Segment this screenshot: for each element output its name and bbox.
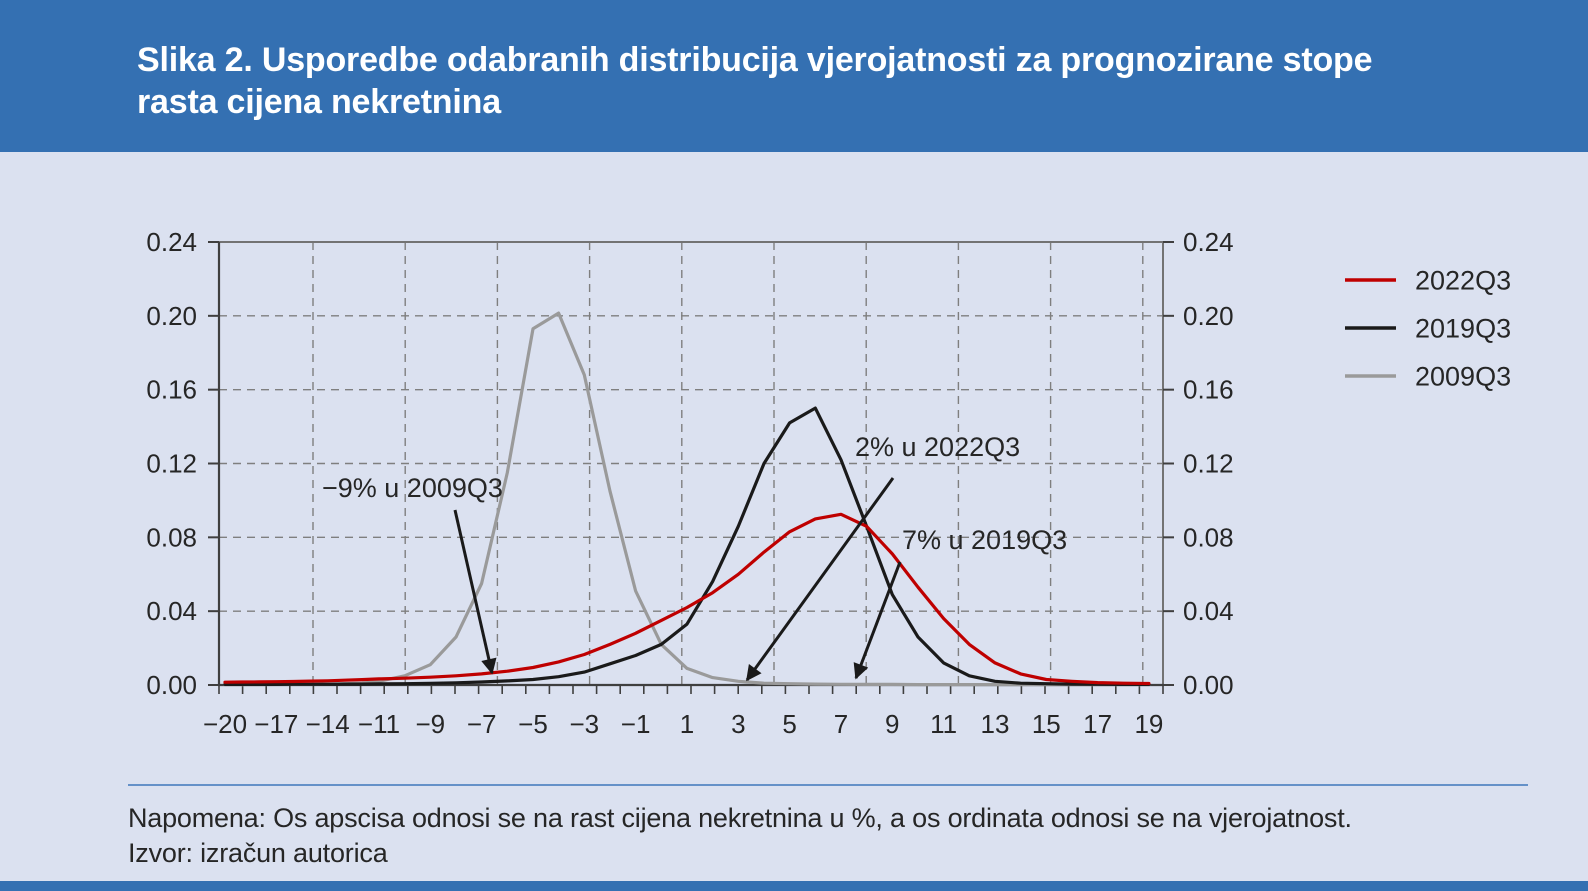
x-tick-label: −3	[569, 709, 599, 739]
y-tick-label-right: 0.20	[1183, 301, 1234, 331]
series-curves	[223, 311, 1151, 687]
y-tick-label-left: 0.12	[146, 449, 197, 479]
y-tick-label-left: 0.04	[146, 596, 197, 626]
legend-label: 2019Q3	[1415, 314, 1511, 344]
annotation-arrow	[853, 561, 902, 680]
x-tick-label: 11	[930, 709, 957, 739]
annotation-1: 2% u 2022Q3	[745, 432, 1020, 682]
bottom-accent-bar	[0, 881, 1588, 891]
legend-item-2019Q3: 2019Q3	[1345, 314, 1511, 344]
x-tick-label: −9	[415, 709, 445, 739]
figure-header: Slika 2. Usporedbe odabranih distribucij…	[0, 0, 1588, 152]
annotation-text: 7% u 2019Q3	[902, 525, 1067, 555]
y-tick-label-left: 0.16	[146, 375, 197, 405]
annotation-2: 7% u 2019Q3	[853, 525, 1067, 680]
legend-label: 2009Q3	[1415, 362, 1511, 392]
y-tick-label-right: 0.12	[1183, 449, 1234, 479]
x-tick-label: 17	[1083, 709, 1112, 739]
legend-item-2022Q3: 2022Q3	[1345, 266, 1511, 296]
x-tick-label: 3	[731, 709, 745, 739]
figure-title-line1: Slika 2. Usporedbe odabranih distribucij…	[137, 41, 1373, 79]
x-tick-label: 5	[782, 709, 796, 739]
legend-label: 2022Q3	[1415, 266, 1511, 296]
y-tick-label-left: 0.24	[146, 227, 197, 257]
gridlines	[219, 242, 1163, 685]
x-tick-label: 7	[834, 709, 848, 739]
annotation-text: −9% u 2009Q3	[322, 473, 503, 503]
annotations: −9% u 2009Q3 2% u 2022Q3 7% u 2019Q3	[322, 432, 1067, 682]
y-tick-label-right: 0.16	[1183, 375, 1234, 405]
footer-divider	[128, 784, 1528, 786]
x-axis-labels: −20 −17 −14 −11 −9 −7 −5 −3 −1 1 3 5 7 9 11 13 15 17 19	[203, 709, 1163, 739]
figure-title: Slika 2. Usporedbe odabranih distribucij…	[137, 39, 1372, 123]
y-tick-label-left: 0.20	[146, 301, 197, 331]
annotation-0: −9% u 2009Q3	[322, 473, 503, 675]
y-axis-labels: 0.00 0.00 0.04 0.04 0.08 0.08 0.12 0.12 0.16 0.16…	[146, 227, 1233, 700]
x-tick-label: −1	[621, 709, 651, 739]
y-tick-label-right: 0.00	[1183, 670, 1234, 700]
x-tick-label: −11	[358, 709, 400, 739]
y-tick-label-left: 0.08	[146, 522, 197, 552]
x-tick-label: 9	[885, 709, 899, 739]
x-tick-label: −14	[306, 709, 350, 739]
series-2022Q3-line	[223, 512, 1151, 686]
figure-title-line2: rasta cijena nekretnina	[137, 83, 501, 121]
legend-item-2009Q3: 2009Q3	[1345, 362, 1511, 392]
x-tick-label: −17	[254, 709, 298, 739]
axis-ticks	[208, 241, 1174, 694]
x-tick-label: 19	[1134, 709, 1163, 739]
x-tick-label: 15	[1032, 709, 1061, 739]
source-text: Izvor: izračun autorica	[128, 838, 388, 868]
y-tick-label-left: 0.00	[146, 670, 197, 700]
annotation-text: 2% u 2022Q3	[855, 432, 1020, 462]
y-tick-label-right: 0.08	[1183, 522, 1234, 552]
x-tick-label: 1	[680, 709, 694, 739]
note-text: Napomena: Os apscisa odnosi se na rast c…	[128, 803, 1352, 833]
annotation-arrow	[453, 509, 497, 675]
x-tick-label: −5	[518, 709, 548, 739]
x-tick-label: −7	[467, 709, 497, 739]
annotation-arrow	[745, 477, 895, 682]
chart-legend: 2022Q3 2019Q3 2009Q3	[1345, 266, 1511, 392]
x-tick-label: −20	[203, 709, 247, 739]
y-tick-label-right: 0.24	[1183, 227, 1234, 257]
series-2019Q3-line	[223, 406, 1151, 687]
x-tick-label: 13	[980, 709, 1009, 739]
y-tick-label-right: 0.04	[1183, 596, 1234, 626]
